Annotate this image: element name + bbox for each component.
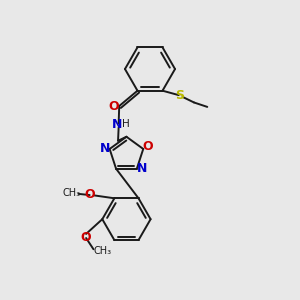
Text: O: O bbox=[81, 231, 92, 244]
Text: O: O bbox=[142, 140, 153, 153]
Text: N: N bbox=[112, 118, 122, 131]
Text: S: S bbox=[175, 89, 184, 102]
Text: CH₃: CH₃ bbox=[93, 246, 111, 256]
Text: O: O bbox=[108, 100, 119, 112]
Text: CH₃: CH₃ bbox=[62, 188, 80, 198]
Text: O: O bbox=[85, 188, 95, 201]
Text: N: N bbox=[136, 162, 147, 175]
Text: N: N bbox=[99, 142, 110, 155]
Text: H: H bbox=[122, 119, 130, 129]
